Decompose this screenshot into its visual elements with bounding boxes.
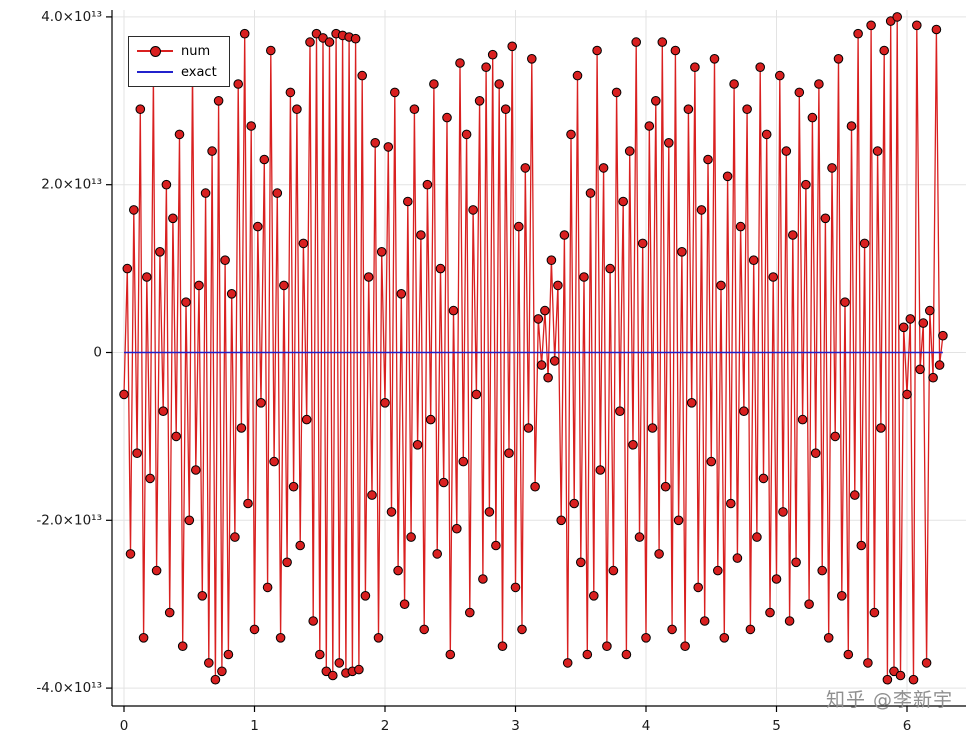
x-tick-label: 5 xyxy=(772,718,781,734)
x-tick-label: 3 xyxy=(511,718,520,734)
watermark-zhihu: 知乎 @李新宇 xyxy=(825,689,953,711)
legend-item-exact: exact xyxy=(137,63,217,81)
x-tick-label: 0 xyxy=(120,718,129,734)
legend: num exact xyxy=(128,36,230,87)
y-tick-label: 2.0×10¹³ xyxy=(41,177,102,193)
legend-label-num: num xyxy=(181,43,211,59)
series-num-markers xyxy=(119,12,948,685)
x-tick-label: 2 xyxy=(381,718,390,734)
x-tick-label: 6 xyxy=(903,718,912,734)
x-tick-label: 4 xyxy=(642,718,651,734)
num-line-marker-icon xyxy=(137,44,173,58)
legend-item-num: num xyxy=(137,42,217,60)
axes xyxy=(106,10,966,712)
series-num-line xyxy=(123,16,944,680)
y-tick-label: 4.0×10¹³ xyxy=(41,9,102,25)
y-tick-label: -4.0×10¹³ xyxy=(36,680,102,696)
exact-line-icon xyxy=(137,65,173,79)
y-tick-label: -2.0×10¹³ xyxy=(36,512,102,528)
y-tick-label: 0 xyxy=(93,345,102,361)
legend-label-exact: exact xyxy=(181,64,217,80)
x-tick-label: 1 xyxy=(250,718,259,734)
